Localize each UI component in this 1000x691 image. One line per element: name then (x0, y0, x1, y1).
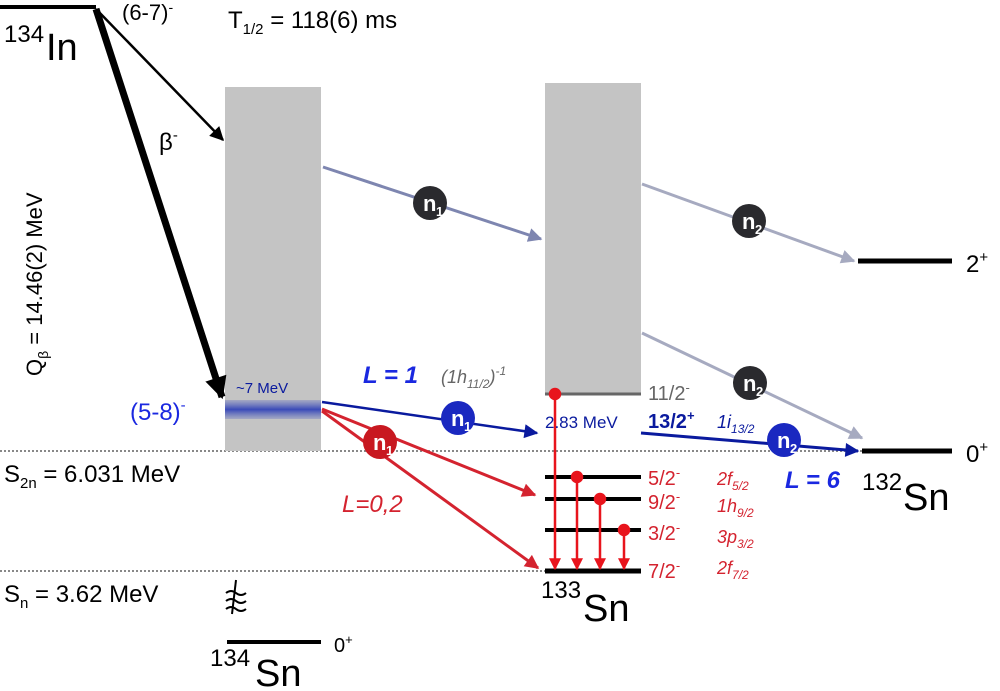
level-5-2-spin: 5/2- (648, 465, 680, 490)
n1-arrow-red-upper (321, 407, 537, 497)
n2-arrow-blue (640, 431, 860, 457)
svg-text:2: 2 (790, 441, 797, 456)
level-9-2-config: 1h9/2 (717, 496, 754, 520)
neutron-n1-continuum: n 1 (413, 186, 447, 220)
sn-label: Sn = 3.62 MeV (4, 581, 158, 612)
L6-label: L = 6 (785, 467, 841, 494)
n1-arrow-blue (321, 400, 539, 439)
134in-element: In (46, 27, 78, 69)
level-13-2-spin: 13/2+ (648, 408, 695, 433)
level-9-2-spin: 9/2- (648, 489, 680, 514)
133sn-mass-number: 133 (541, 577, 581, 604)
svg-text:1: 1 (386, 443, 393, 458)
neutron-n2-upper: n 2 (732, 204, 766, 238)
svg-text:2: 2 (756, 384, 763, 399)
level-3-2-config: 3p3/2 (717, 527, 754, 551)
134in-spin: (6-7)- (122, 0, 173, 25)
svg-text:n: n (451, 406, 464, 431)
neutron-n2-blue: n 2 (767, 423, 801, 457)
neutron-n1-red: n 1 (363, 425, 397, 459)
svg-text:n: n (373, 430, 386, 455)
svg-text:n: n (743, 371, 756, 396)
svg-text:1: 1 (436, 204, 443, 219)
level-11-2-spin: 11/2- (648, 380, 690, 405)
level-5-2-config: 2f5/2 (716, 469, 749, 493)
svg-text:1: 1 (464, 419, 471, 434)
134sn-element: Sn (255, 653, 301, 691)
neutron-n1-blue: n 1 (441, 401, 475, 435)
level-13-2-config: 1i13/2 (717, 412, 755, 436)
neutron-n2-lower: n 2 (733, 366, 767, 400)
svg-text:n: n (742, 209, 755, 234)
level-7-2-spin: 7/2- (648, 558, 680, 583)
132sn-element: Sn (903, 477, 949, 519)
svg-text:2: 2 (755, 222, 762, 237)
beta-arrow-big (92, 7, 227, 400)
133sn-continuum-box (545, 83, 641, 395)
134in-mass-number: 134 (4, 21, 44, 48)
n1-arrow-red-lower (321, 409, 540, 570)
gamma-transitions (548, 387, 631, 571)
134sn-mass-number: 134 (210, 645, 250, 672)
L1-label: L = 1 (363, 362, 418, 389)
132sn-mass-number: 132 (862, 469, 902, 496)
L02-label: L=0,2 (342, 491, 403, 518)
populated-state-spin: (5-8)- (130, 397, 186, 426)
133sn-element: Sn (583, 588, 629, 630)
level-3-2-spin: 3/2- (648, 520, 680, 545)
half-life: T1/2 = 118(6) ms (228, 7, 397, 38)
svg-text:n: n (777, 428, 790, 453)
level-11-2-config: (1h11/2)-1 (441, 364, 506, 391)
beta-arrow-small (95, 8, 224, 142)
level-13-2-energy: 2.83 MeV (545, 413, 618, 432)
134sn-continuum-box (225, 87, 321, 451)
s2n-label: S2n = 6.031 MeV (4, 461, 180, 492)
qbeta-label: Qβ = 14.46(2) MeV (22, 192, 51, 376)
axis-break-icon (225, 579, 247, 615)
132sn-level-2plus-spin: 2+ (966, 249, 988, 278)
populated-state-energy: ~7 MeV (236, 380, 288, 397)
level-7-2-config: 2f7/2 (716, 558, 749, 582)
svg-text:n: n (423, 191, 436, 216)
populated-state-band (225, 400, 321, 419)
134sn-spin: 0+ (334, 632, 353, 657)
132sn-level-0plus-spin: 0+ (966, 439, 988, 468)
beta-label: β- (159, 127, 178, 156)
